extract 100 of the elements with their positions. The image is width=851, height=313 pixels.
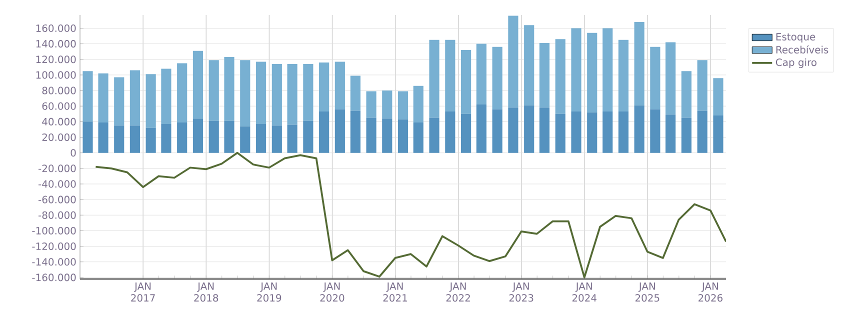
bar (303, 64, 314, 121)
y-tick-label: -60.000 (38, 196, 76, 204)
bar (334, 62, 345, 110)
x-tick-label: JAN 2021 (383, 282, 407, 302)
bar (208, 120, 219, 153)
y-tick-label: -40.000 (38, 180, 76, 188)
line-series (94, 152, 726, 278)
legend-label: Estoque (776, 33, 816, 42)
bar (697, 60, 708, 111)
bar (287, 64, 298, 125)
bar (413, 122, 424, 153)
x-tick-label: JAN 2017 (131, 282, 155, 302)
bar (256, 124, 266, 153)
bar (650, 46, 660, 110)
bar (146, 128, 156, 153)
bar (634, 105, 644, 153)
bar (492, 109, 502, 153)
bar (272, 64, 282, 126)
y-tick-label: -160.000 (32, 274, 76, 282)
x-tick-label: JAN 2024 (572, 282, 596, 302)
bar (476, 44, 486, 105)
bar (161, 68, 172, 124)
bar (382, 90, 392, 119)
bar (555, 114, 566, 153)
bar (713, 115, 724, 153)
x-tick-label: JAN 2025 (635, 282, 660, 302)
bar (461, 114, 472, 153)
bar (508, 16, 518, 108)
bar (224, 120, 234, 153)
bar (413, 86, 424, 122)
legend-label: Cap giro (776, 58, 816, 68)
bar (366, 118, 376, 153)
bar (319, 62, 330, 112)
bar (571, 112, 582, 153)
bar (146, 74, 156, 128)
bar (334, 109, 345, 153)
bar (98, 122, 108, 153)
bar (445, 40, 456, 112)
bar (350, 76, 360, 111)
bar (587, 32, 598, 112)
bar (650, 109, 660, 153)
bar (82, 71, 93, 122)
y-tick-label: 40.000 (42, 118, 76, 126)
bar (571, 28, 582, 112)
x-tick-label: JAN 2019 (257, 282, 282, 302)
y-tick-label: -20.000 (38, 164, 76, 172)
bar (398, 119, 408, 153)
bar (303, 120, 314, 153)
y-tick-label: 20.000 (42, 133, 76, 142)
bar (114, 126, 124, 153)
bar (192, 118, 204, 153)
bar (539, 43, 550, 108)
bar (697, 110, 708, 153)
bar (398, 91, 408, 120)
bar (350, 110, 360, 153)
bar (618, 40, 629, 112)
y-tick-label: 80.000 (42, 86, 76, 94)
bar (98, 73, 108, 122)
y-tick-label: 120.000 (36, 56, 76, 64)
bar (130, 126, 140, 153)
bar (539, 108, 550, 153)
bar (429, 118, 440, 153)
y-tick-label: 140.000 (36, 40, 76, 48)
bar (524, 105, 534, 153)
y-tick-label: -80.000 (38, 211, 76, 219)
bar (508, 108, 518, 153)
bar (256, 62, 266, 124)
bar (224, 57, 234, 121)
bar (177, 63, 188, 122)
bar (272, 126, 282, 153)
bar (208, 60, 219, 121)
bar (681, 118, 692, 153)
y-tick-label: 160.000 (36, 24, 76, 32)
bar (713, 78, 724, 116)
x-tick-label: JAN 2018 (194, 282, 218, 302)
bar (192, 50, 204, 119)
bar (524, 25, 534, 106)
bar (445, 112, 456, 153)
y-tick-label: 100.000 (36, 71, 76, 79)
y-tick-label: -120.000 (32, 242, 76, 250)
y-tick-label: -100.000 (32, 226, 76, 234)
bar (130, 70, 140, 126)
bar (287, 124, 298, 153)
legend-label: Recebíveis (776, 45, 828, 54)
x-tick-label: JAN 2023 (509, 282, 534, 302)
bar (319, 112, 330, 153)
bar (618, 112, 629, 153)
bar (476, 104, 486, 153)
bar (114, 77, 124, 126)
bar (666, 42, 676, 115)
bar (177, 122, 188, 153)
bar (240, 126, 250, 153)
bar (366, 91, 376, 118)
x-tick-label: JAN 2026 (698, 282, 722, 302)
bar (82, 122, 93, 153)
bar (492, 46, 502, 110)
bar (602, 112, 613, 153)
bar (240, 60, 250, 126)
bar (602, 28, 613, 112)
x-tick-label: JAN 2022 (446, 282, 470, 302)
